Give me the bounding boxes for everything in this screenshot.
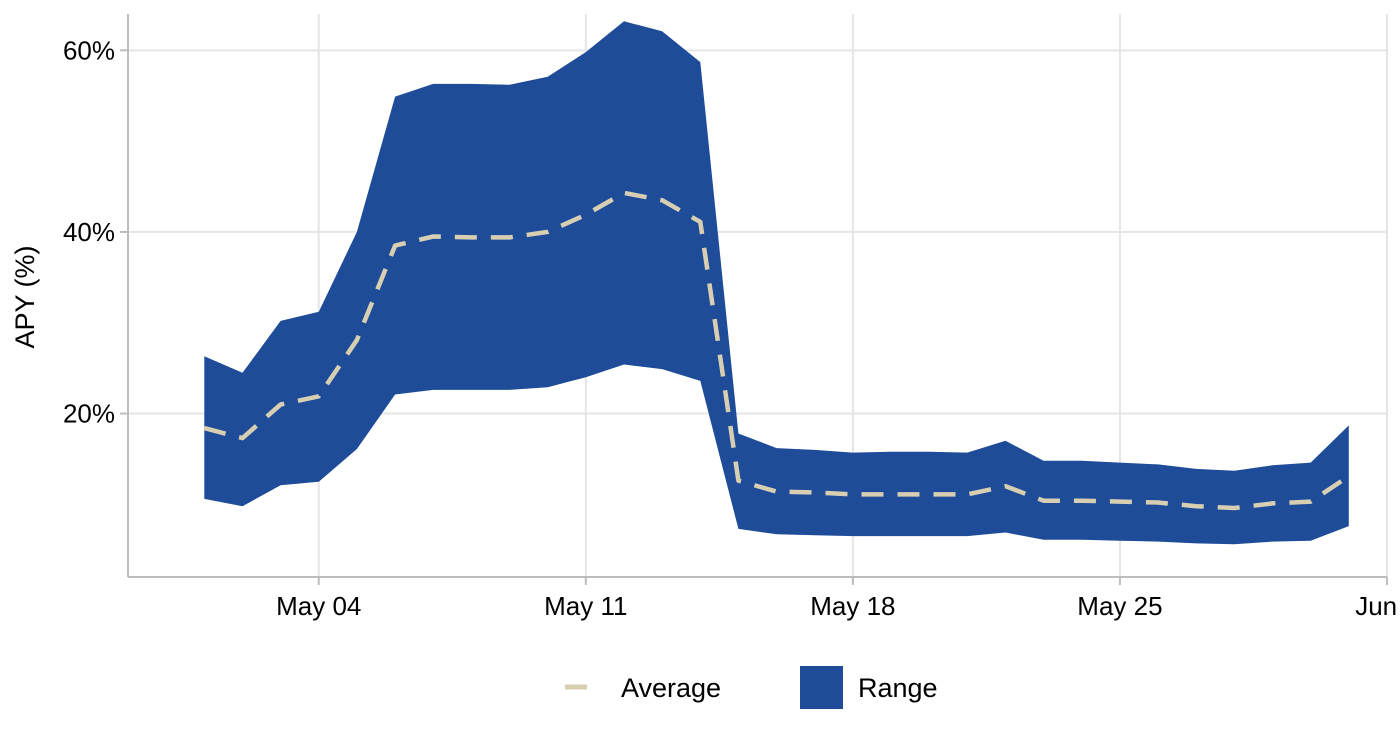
y-axis-title: APY (%)	[10, 245, 40, 348]
x-tick-label: May 04	[276, 591, 361, 621]
x-tick-label: May 18	[810, 591, 895, 621]
chart-marks	[203, 21, 1351, 545]
legend: Average Range	[565, 666, 938, 709]
legend-average-label: Average	[621, 673, 721, 703]
y-tick-label: 40%	[63, 217, 115, 247]
legend-range-key	[800, 666, 843, 709]
axes	[120, 14, 1388, 585]
y-tick-label: 20%	[63, 399, 115, 429]
x-tick-label: May 11	[544, 591, 627, 621]
average-line	[203, 190, 1351, 511]
x-tick-label: May 25	[1077, 591, 1162, 621]
x-tick-label: Jun 0	[1355, 591, 1400, 621]
tick-labels: 20% 40% 60% May 04 May 11 May 18 May 25 Jun 0	[63, 35, 1400, 621]
legend-range-label: Range	[858, 673, 938, 703]
y-tick-label: 60%	[63, 35, 115, 65]
range-ribbon	[204, 21, 1349, 545]
